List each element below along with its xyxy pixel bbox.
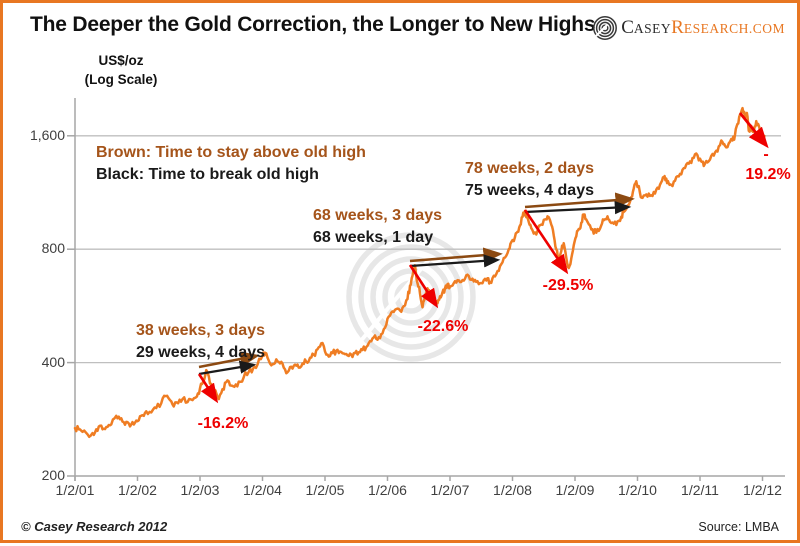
- x-tick-label-1/2/01: 1/2/01: [55, 482, 95, 498]
- annotation-correction-1: 38 weeks, 3 days 29 weeks, 4 days: [136, 320, 265, 364]
- logo-letter-c: C: [621, 17, 634, 38]
- annotation-1-above: 38 weeks, 3 days: [136, 322, 265, 339]
- x-tick-label-1/2/06: 1/2/06: [368, 482, 407, 498]
- y-axis-unit: US$/oz: [98, 53, 144, 68]
- watermark-circle: [346, 232, 476, 362]
- x-tick-label-1/2/11: 1/2/11: [681, 482, 719, 498]
- annotation-3-break: 75 weeks, 4 days: [465, 182, 594, 199]
- y-tick-label-800: 800: [41, 240, 65, 257]
- watermark-slash: [347, 255, 433, 357]
- x-tick-label-1/2/12: 1/2/12: [743, 482, 782, 498]
- legend: Brown: Time to stay above old high Black…: [96, 142, 366, 186]
- break-high-arrow-1: [198, 360, 257, 376]
- watermark-circle: [358, 244, 464, 350]
- watermark-circle: [370, 256, 452, 338]
- annotation-2-drop-pct: -22.6%: [417, 318, 469, 335]
- source-text: Source: LMBA: [698, 520, 779, 534]
- drop-arrow-3: [523, 209, 569, 275]
- x-tick-label-1/2/08: 1/2/08: [493, 482, 532, 498]
- stay-above-arrow-3: [524, 192, 635, 209]
- annotation-1-drop-pct: -16.2%: [197, 415, 249, 432]
- x-tick-label-1/2/05: 1/2/05: [305, 482, 345, 498]
- drop-arrow-1: [197, 373, 219, 404]
- annotation-1-break: 29 weeks, 4 days: [136, 344, 265, 361]
- annotation-4-dash: -: [763, 146, 769, 163]
- annotation-3-drop-pct: -29.5%: [542, 277, 594, 294]
- stay-above-arrow-1: [198, 351, 260, 369]
- legend-black: Black: Time to break old high: [96, 166, 319, 183]
- break-high-arrow-3: [524, 201, 632, 215]
- legend-brown: Brown: Time to stay above old high: [96, 144, 366, 161]
- drop-arrow-4: [738, 112, 769, 149]
- y-tick-label-400: 400: [41, 353, 65, 370]
- y-axis-scale-note: (Log Scale): [84, 72, 158, 87]
- casey-research-logo: CASEYRESEARCH.COM: [592, 15, 785, 41]
- annotation-2-break: 68 weeks, 1 day: [313, 229, 434, 246]
- logo-casey: ASEY: [633, 21, 672, 36]
- x-tick-label-1/2/02: 1/2/02: [118, 482, 157, 498]
- chart-canvas: [67, 98, 785, 481]
- y-tick-label-1600: 1,600: [29, 126, 65, 143]
- x-tick-label-1/2/09: 1/2/09: [555, 482, 595, 498]
- drop-arrow-2: [408, 264, 439, 309]
- annotation-4-drop-pct: 19.2%: [745, 166, 791, 183]
- x-tick-label-1/2/10: 1/2/10: [618, 482, 657, 498]
- copyright-text: © Casey Research 2012: [21, 519, 168, 534]
- x-tick-label-1/2/07: 1/2/07: [430, 482, 470, 498]
- annotation-correction-2: 68 weeks, 3 days 68 weeks, 1 day: [313, 205, 442, 249]
- logo-letter-r: R: [671, 17, 684, 38]
- annotation-2-above: 68 weeks, 3 days: [313, 207, 442, 224]
- logo-text: CASEYRESEARCH.COM: [621, 17, 785, 39]
- spiral-logo-icon: [593, 16, 618, 40]
- annotation-3-above: 78 weeks, 2 days: [465, 160, 594, 177]
- x-tick-label-1/2/03: 1/2/03: [180, 482, 220, 498]
- y-axis-title: US$/oz (Log Scale): [69, 51, 173, 89]
- break-high-arrow-2: [409, 254, 501, 268]
- annotation-correction-3: 78 weeks, 2 days 75 weeks, 4 days: [465, 158, 594, 202]
- chart-title: The Deeper the Gold Correction, the Long…: [30, 13, 596, 36]
- logo-researchcom: ESEARCH.COM: [683, 21, 785, 36]
- x-tick-label-1/2/04: 1/2/04: [243, 482, 282, 498]
- y-tick-label-200: 200: [41, 467, 65, 483]
